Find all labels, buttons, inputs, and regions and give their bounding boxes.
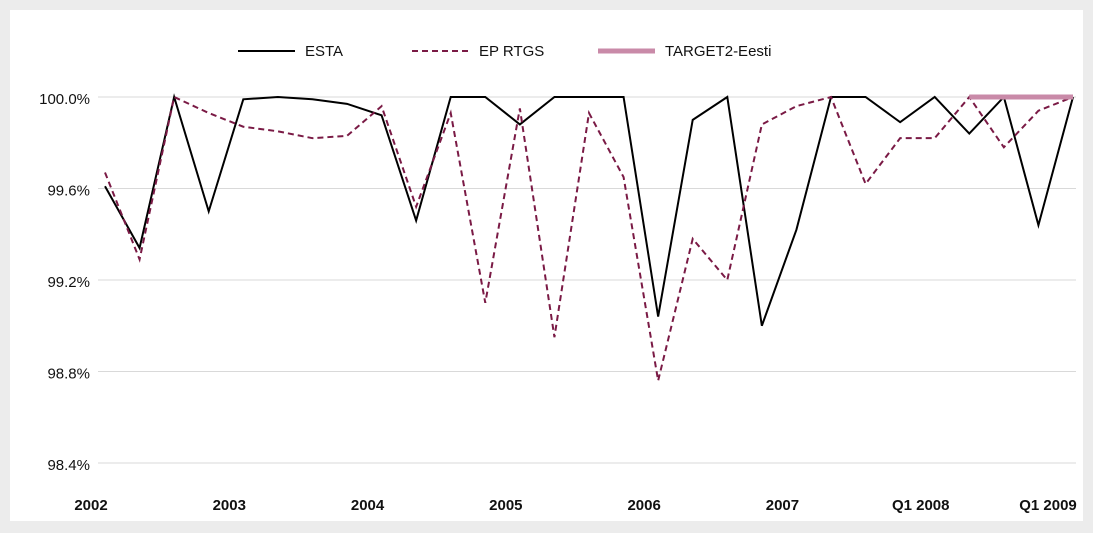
x-tick-label: 2006	[627, 497, 660, 514]
legend-label: TARGET2-Eesti	[665, 43, 771, 60]
plot-background	[10, 10, 1083, 521]
series-line	[104, 93, 1074, 327]
series-line	[104, 95, 1074, 381]
x-tick-label: 2007	[766, 497, 799, 514]
y-tick-label: 98.8%	[47, 365, 90, 382]
x-tick-label: 2003	[213, 497, 246, 514]
y-tick-label: 98.4%	[47, 457, 90, 474]
x-tick-label: 2004	[351, 497, 385, 514]
x-tick-label: 2005	[489, 497, 522, 514]
y-tick-label: 99.2%	[47, 274, 90, 291]
y-tick-label: 100.0%	[39, 91, 90, 108]
legend-label: ESTA	[305, 43, 343, 60]
y-tick-label: 99.6%	[47, 182, 90, 199]
x-tick-label: Q1 2009	[1019, 497, 1077, 514]
x-tick-label: 2002	[74, 497, 107, 514]
legend-label: EP RTGS	[479, 43, 544, 60]
x-tick-label: Q1 2008	[892, 497, 950, 514]
